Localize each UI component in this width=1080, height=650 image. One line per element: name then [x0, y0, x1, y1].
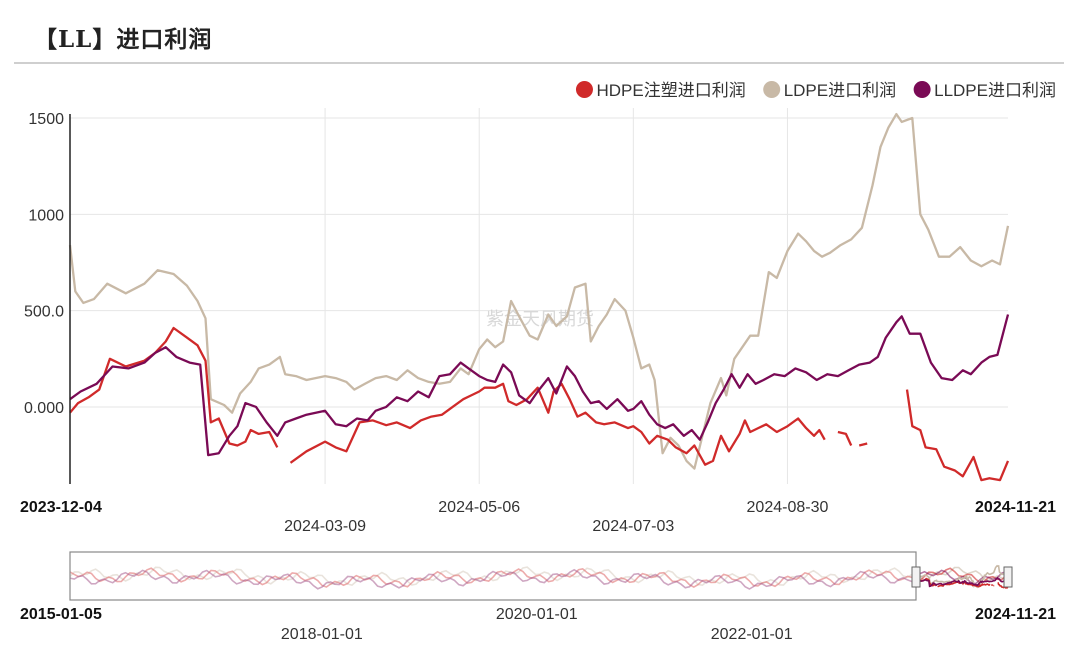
series-line-ldpe — [68, 112, 1010, 470]
watermark-text: 紫金天风期货 — [486, 309, 594, 329]
title-divider — [14, 62, 1064, 64]
navigator-handle-right[interactable] — [1003, 566, 1013, 588]
navigator-mask — [69, 551, 917, 601]
chart-series — [68, 112, 1010, 482]
watermark: 紫金天风期货 — [486, 309, 594, 329]
legend-swatch — [913, 81, 931, 98]
x-tick-label: 2024-03-09 — [284, 518, 366, 535]
navigator-tick-label: 2018-01-01 — [281, 626, 363, 643]
y-tick-label: 0.000 — [24, 400, 64, 417]
page-title: 【LL】进口利润 — [34, 26, 213, 53]
range-navigator: 2015-01-05 2024-11-21 2018-01-01 2020-01-01… — [20, 551, 1056, 643]
legend-swatch — [763, 81, 781, 98]
y-tick-label: 1000 — [28, 207, 64, 224]
chart-legend: LLDPE进口利润 LDPE进口利润 HDPE注塑进口利润 — [575, 81, 1056, 100]
series-line-hdpe — [69, 326, 1010, 482]
x-tick-label: 2023-12-04 — [20, 499, 102, 516]
legend-label: LDPE进口利润 — [784, 81, 896, 100]
x-tick-label: 2024-08-30 — [747, 499, 829, 516]
legend-label: LLDPE进口利润 — [934, 81, 1056, 100]
navigator-sparkline — [69, 568, 1011, 590]
x-axis: 2023-12-04 2024-03-09 2024-05-06 2024-07-03… — [20, 499, 1056, 535]
navigator-end-label: 2024-11-21 — [975, 606, 1056, 623]
navigator-tick-label: 2020-01-01 — [496, 606, 578, 623]
legend-swatch — [575, 81, 593, 98]
navigator-selected-line — [915, 564, 1009, 589]
y-tick-label: 1500 — [28, 111, 64, 128]
series-line-lldpe — [69, 314, 1010, 457]
chart-grid — [70, 108, 1008, 484]
legend-label: HDPE注塑进口利润 — [596, 81, 745, 100]
x-tick-label: 2024-07-03 — [592, 518, 674, 535]
navigator-selected-line — [915, 576, 1009, 588]
navigator-handle-left[interactable] — [911, 566, 921, 588]
y-axis: 1500 1000 500.0 0.000 — [24, 111, 71, 484]
x-tick-label: 2024-05-06 — [438, 499, 520, 516]
x-tick-label: 2024-11-21 — [975, 499, 1056, 516]
navigator-selected-line — [915, 577, 1009, 589]
navigator-tick-label: 2022-01-01 — [711, 626, 793, 643]
navigator-start-label: 2015-01-05 — [20, 606, 102, 623]
y-tick-label: 500.0 — [24, 304, 64, 321]
